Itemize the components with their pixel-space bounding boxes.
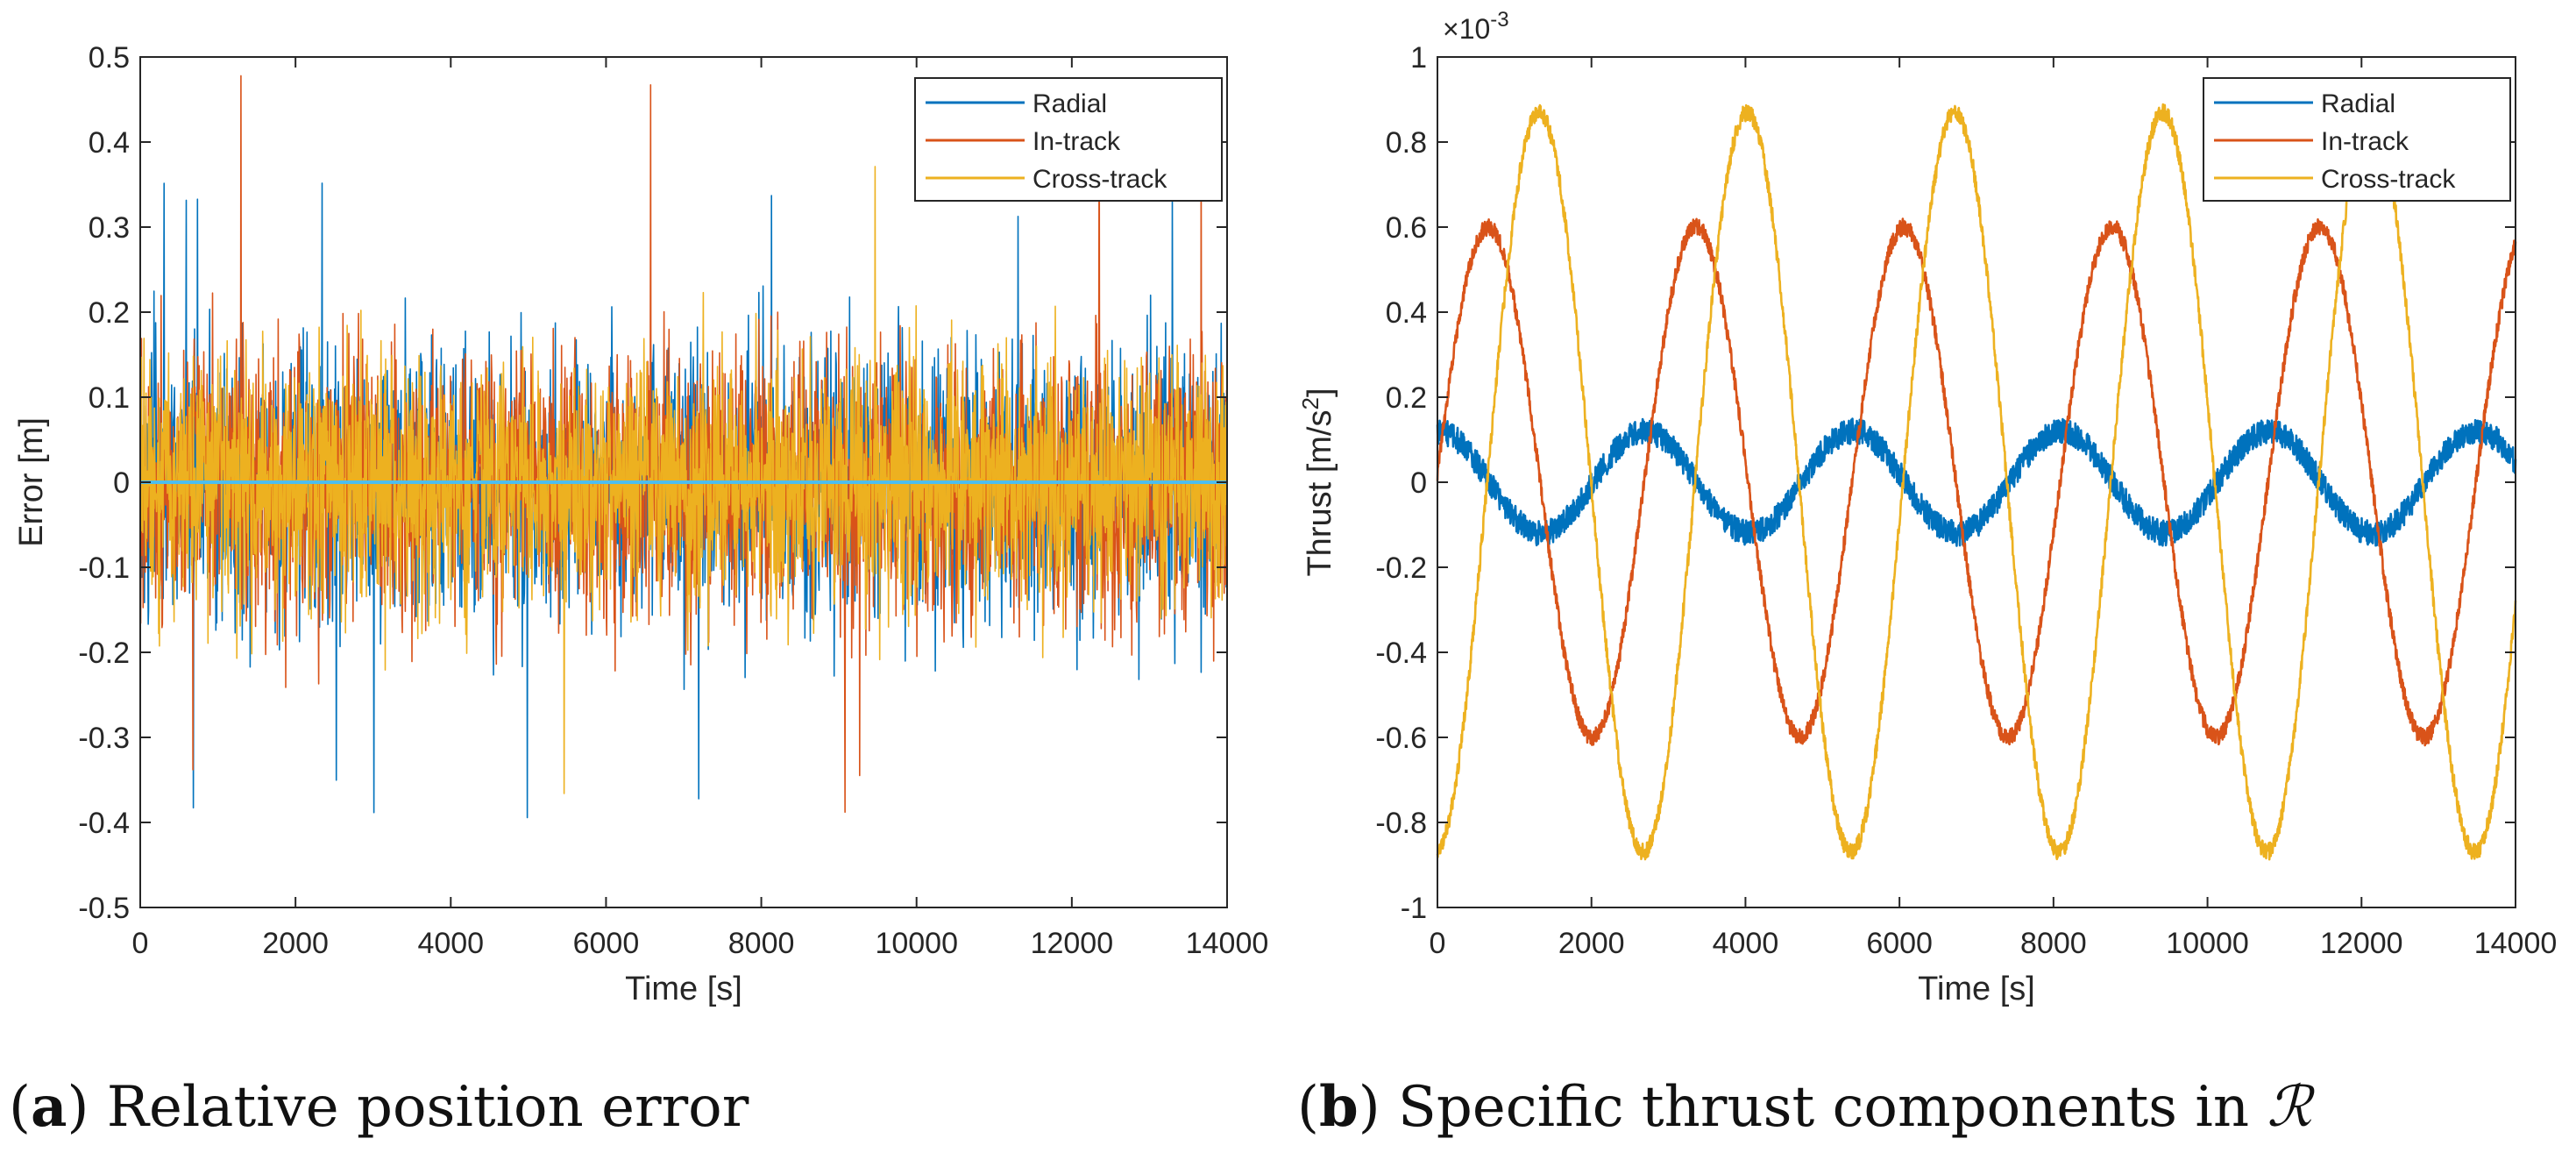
x-tick-label: 14000 [2474, 927, 2558, 960]
thrust-axis-ticks: 0 2000 4000 6000 8000 10000 12000 14000 1 0.8 0.6 0… [1375, 41, 2557, 960]
y-tick-label: 0.3 [89, 211, 130, 245]
x-tick-label: 6000 [573, 927, 640, 960]
y-tick-label: 0.8 [1386, 126, 1427, 160]
series-line-in-track [1436, 217, 2517, 747]
x-tick-label: 0 [1430, 927, 1446, 960]
y-tick-label: -0.4 [78, 807, 130, 840]
y-tick-label: 0.6 [1386, 211, 1427, 245]
y-tick-label: 1 [1410, 41, 1427, 75]
position-error-chart: 0 2000 4000 6000 8000 10000 12000 14000 0.5 0.4 0.… [13, 41, 1268, 1007]
y-tick-label: -0.1 [78, 552, 130, 585]
caption-b-letter: b [1318, 1074, 1359, 1140]
x-tick-label: 0 [132, 927, 149, 960]
y-tick-label: 0 [1410, 466, 1427, 500]
y-tick-label: 0.5 [89, 41, 130, 75]
x-tick-label: 4000 [1713, 927, 1779, 960]
y-tick-label: 0.2 [1386, 381, 1427, 415]
y-tick-label: -0.3 [78, 722, 130, 755]
legend-entry-label: Radial [1033, 89, 1107, 118]
thrust-components-chart: 0 2000 4000 6000 8000 10000 12000 14000 1 0.8 0.6 0… [1297, 8, 2557, 1007]
caption-a-letter: a [30, 1074, 67, 1140]
y-tick-label: -0.2 [1375, 552, 1427, 585]
y-tick-label: -1 [1401, 892, 1427, 925]
legend-entry-label: Cross-track [1033, 165, 1167, 194]
x-tick-label: 14000 [1186, 927, 1269, 960]
thrust-y-axis-label: Thrust [m/s2] [1297, 388, 1338, 576]
frame-symbol: ℛ [2267, 1075, 2312, 1140]
x-tick-label: 10000 [2166, 927, 2249, 960]
legend-entry-label: In-track [2321, 127, 2409, 156]
y-tick-label: 0.1 [89, 381, 130, 415]
y-tick-label: 0 [113, 466, 130, 500]
thrust-series-group [1436, 103, 2517, 861]
y-tick-label: -0.8 [1375, 807, 1427, 840]
caption-b: (b) Specific thrust components in ℛ [1297, 1074, 2312, 1140]
y-tick-label: 0.4 [1386, 296, 1427, 330]
x-tick-label: 8000 [728, 927, 795, 960]
y-tick-label: -0.4 [1375, 637, 1427, 670]
caption-a-text: Relative position error [89, 1075, 749, 1140]
x-tick-label: 12000 [1031, 927, 1114, 960]
x-tick-label: 8000 [2020, 927, 2087, 960]
y-tick-label: -0.6 [1375, 722, 1427, 755]
series-line-cross-track [1436, 103, 2517, 861]
x-tick-label: 4000 [417, 927, 484, 960]
y-tick-label: -0.5 [78, 892, 130, 925]
error-axis-ticks: 0 2000 4000 6000 8000 10000 12000 14000 0.5 0.4 0.… [78, 41, 1268, 960]
series-line-cross-track [139, 166, 1228, 794]
x-tick-label: 10000 [875, 927, 958, 960]
y-tick-label: 0.4 [89, 126, 130, 160]
legend-entry-label: In-track [1033, 127, 1121, 156]
x-tick-label: 2000 [262, 927, 329, 960]
error-x-axis-label: Time [s] [625, 971, 742, 1007]
error-series-group [139, 75, 1228, 819]
x-tick-label: 12000 [2320, 927, 2403, 960]
x-tick-label: 6000 [1866, 927, 1933, 960]
y-tick-label: 0.2 [89, 296, 130, 330]
caption-b-text: Specific thrust components in [1380, 1075, 2267, 1140]
thrust-x-axis-label: Time [s] [1918, 971, 2035, 1007]
error-y-axis-label: Error [m] [13, 417, 50, 547]
legend-entry-label: Radial [2321, 89, 2395, 118]
y-tick-label: -0.2 [78, 637, 130, 670]
thrust-legend: Radial In-track Cross-track [2203, 77, 2511, 202]
caption-a: (a) Relative position error [9, 1074, 749, 1140]
thrust-axis-exponent: ×10-3 [1443, 8, 1509, 45]
x-tick-label: 2000 [1558, 927, 1625, 960]
legend-entry-label: Cross-track [2321, 165, 2456, 194]
series-line-radial [1436, 417, 2517, 547]
error-legend: Radial In-track Cross-track [914, 77, 1223, 202]
